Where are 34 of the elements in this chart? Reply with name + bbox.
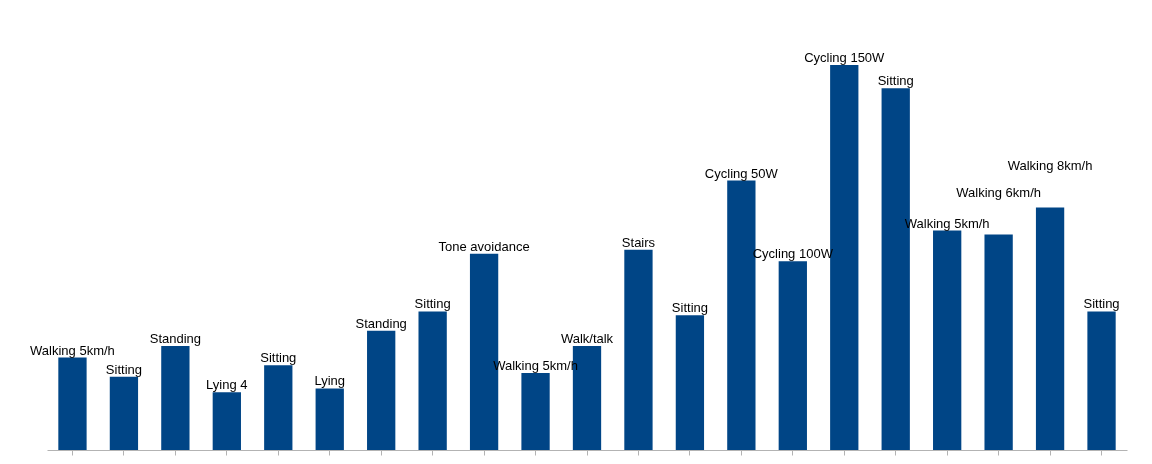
x-tick-label: Sitting [1083,296,1120,312]
x-tick-label: Sitting [414,296,451,312]
x-tick-label: Standing [149,331,202,347]
bar [161,346,190,450]
x-tick-label: Sitting [105,361,142,377]
bar [1087,311,1116,450]
bar [933,230,962,450]
bar [1035,207,1065,450]
x-tick-label: Standing [355,315,407,331]
x-tick-label: Sitting [877,73,914,89]
bar [109,376,139,450]
bar [418,311,447,450]
x-tick-label: Walking 8km/h [1007,158,1093,174]
x-tick-label: Lying 4 [206,377,248,393]
x-tick-label: Cycling 150W [804,50,886,66]
x-tick-label: Walk/talk [560,331,614,347]
x-tick-label: Tone avoidance [438,238,530,254]
bar [521,373,550,450]
bar [264,365,293,450]
x-tick-label: Sitting [671,300,708,316]
bar [367,330,396,450]
bar [624,249,653,450]
bar [58,357,87,450]
x-tick-label: Cycling 50W [704,165,779,181]
x-tick-label: Walking 5km/h [30,342,115,358]
x-tick-label: Lying [314,373,346,389]
bar [675,315,705,450]
x-tick-label: Sitting [260,350,297,366]
x-tick-label: Stairs [621,234,656,250]
bar [315,388,344,450]
x-tick-label: Walking 6km/h [956,185,1042,201]
bar [212,392,241,450]
bar [984,234,1013,450]
bar [778,261,807,450]
